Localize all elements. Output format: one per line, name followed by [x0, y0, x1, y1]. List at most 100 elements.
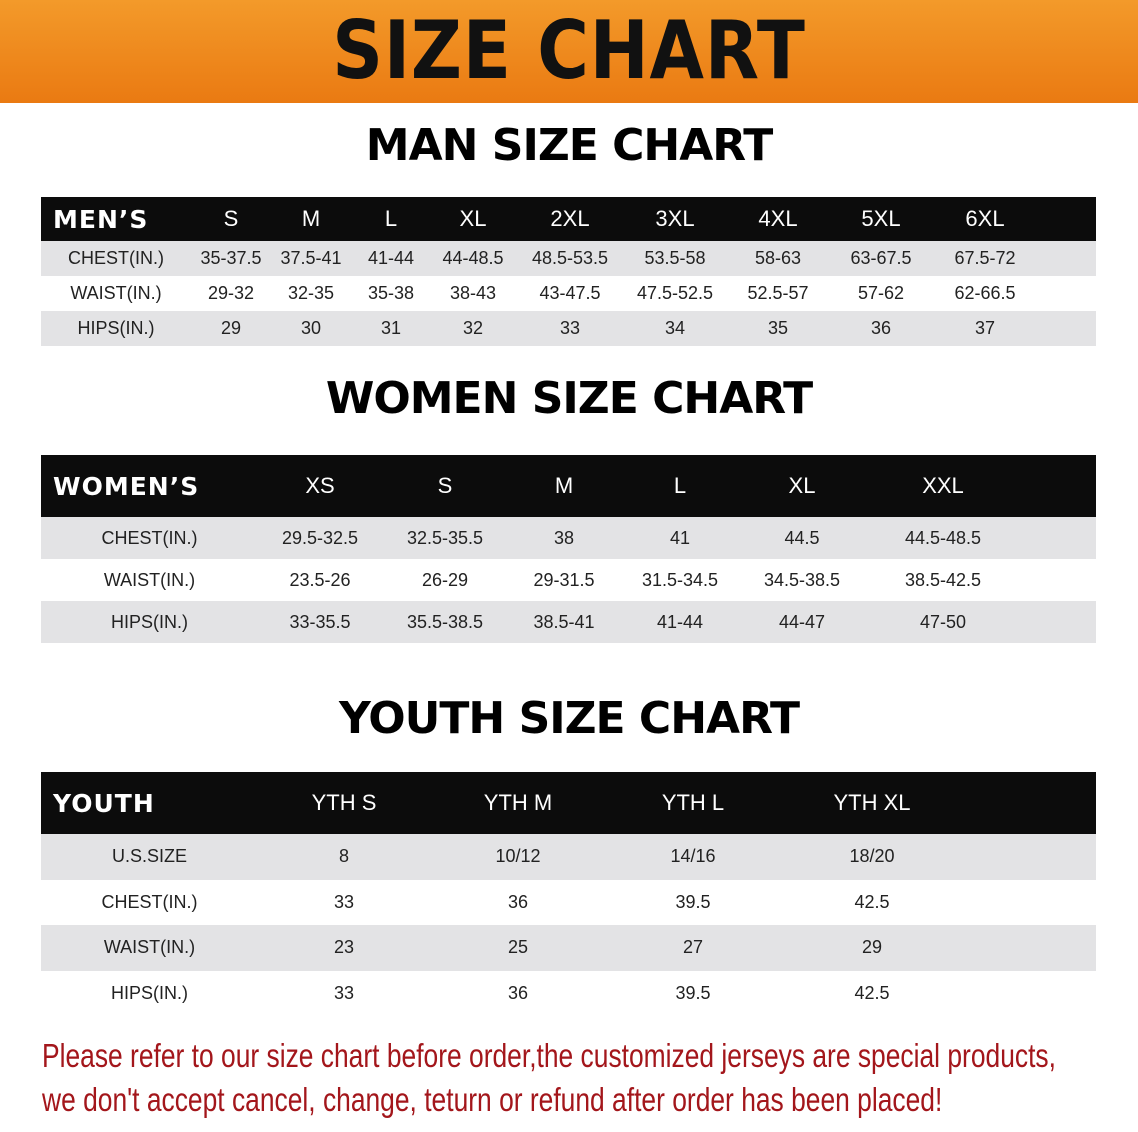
women-header-row: WOMEN’S XS S M L XL XXL	[41, 455, 1096, 517]
table-cell: 34	[664, 318, 686, 338]
table-cell: 42.5	[854, 891, 890, 912]
table-cell: 41	[669, 527, 691, 548]
table-cell: 41-44	[367, 248, 415, 268]
table-cell: 25	[507, 937, 529, 958]
men-section-title: MAN SIZE CHART	[365, 120, 773, 171]
size-header-cell: 4XL	[758, 206, 798, 231]
table-cell: 18/20	[849, 846, 895, 867]
row-label: HIPS(IN.)	[77, 318, 155, 338]
table-cell: 30	[300, 318, 322, 338]
size-header-cell: L	[384, 206, 398, 231]
table-cell: 67.5-72	[954, 248, 1016, 268]
table-row: WAIST(IN.) 23.5-26 26-29 29-31.5 31.5-34.5 34…	[41, 559, 1096, 601]
table-cell: 44-48.5	[442, 248, 504, 268]
table-cell: 47-50	[919, 611, 967, 632]
table-cell: 38.5-42.5	[904, 569, 982, 590]
women-section-title: WOMEN SIZE CHART	[325, 373, 813, 424]
row-label: WAIST(IN.)	[103, 569, 196, 590]
table-cell: 41-44	[656, 611, 704, 632]
row-label: U.S.SIZE	[111, 846, 187, 867]
youth-section-title: YOUTH SIZE CHART	[338, 693, 800, 744]
youth-header-row: YOUTH YTH S YTH M YTH L YTH XL	[41, 772, 1096, 834]
size-header-cell: XL	[788, 473, 816, 498]
table-cell: 53.5-58	[644, 248, 706, 268]
table-cell: 44.5-48.5	[904, 527, 982, 548]
notice-line-2: we don't accept cancel, change, teturn o…	[42, 1081, 943, 1118]
table-cell: 33	[333, 891, 355, 912]
row-label: CHEST(IN.)	[68, 248, 164, 268]
row-label: WAIST(IN.)	[70, 283, 162, 303]
table-cell: 37	[974, 318, 996, 338]
table-cell: 37.5-41	[280, 248, 342, 268]
table-cell: 38.5-41	[533, 611, 595, 632]
row-label: CHEST(IN.)	[101, 891, 198, 912]
men-size-table: MEN’S S M L XL 2XL 3XL 4XL 5XL 6XL CHEST(IN.) 35-37…	[41, 197, 1096, 346]
size-header-cell: 6XL	[965, 206, 1005, 231]
table-row: CHEST(IN.) 33 36 39.5 42.5	[41, 879, 1096, 925]
table-title-cell: YOUTH	[53, 788, 155, 818]
size-header-cell: 5XL	[861, 206, 901, 231]
table-row: U.S.SIZE 8 10/12 14/16 18/20	[41, 834, 1096, 880]
table-cell: 35-37.5	[200, 248, 262, 268]
size-header-cell: YTH M	[483, 790, 553, 815]
row-label: HIPS(IN.)	[110, 611, 188, 632]
table-cell: 14/16	[670, 846, 716, 867]
table-cell: 52.5-57	[747, 283, 809, 303]
table-cell: 43-47.5	[539, 283, 601, 303]
men-header-row: MEN’S S M L XL 2XL 3XL 4XL 5XL 6XL	[41, 197, 1096, 241]
table-cell: 33	[333, 982, 355, 1003]
table-cell: 47.5-52.5	[636, 283, 714, 303]
table-cell: 44-47	[778, 611, 826, 632]
page-title: SIZE CHART	[332, 4, 806, 97]
size-header-cell: L	[673, 473, 687, 498]
table-row: WAIST(IN.) 29-32 32-35 35-38 38-43 43-47.5 47.…	[41, 276, 1096, 311]
table-row: CHEST(IN.) 29.5-32.5 32.5-35.5 38 41 44.5 44.5…	[41, 517, 1096, 559]
table-cell: 34.5-38.5	[763, 569, 841, 590]
size-header-cell: YTH L	[661, 790, 725, 815]
row-label: HIPS(IN.)	[110, 982, 188, 1003]
table-cell: 29-32	[207, 283, 255, 303]
table-cell: 32-35	[287, 283, 335, 303]
table-cell: 29	[220, 318, 242, 338]
table-cell: 36	[507, 982, 529, 1003]
table-cell: 42.5	[854, 982, 890, 1003]
table-cell: 33	[559, 318, 581, 338]
table-cell: 33-35.5	[289, 611, 351, 632]
table-cell: 36	[870, 318, 892, 338]
size-header-cell: 2XL	[550, 206, 590, 231]
table-cell: 32	[462, 318, 484, 338]
table-cell: 39.5	[675, 982, 711, 1003]
youth-size-table: YOUTH YTH S YTH M YTH L YTH XL U.S.SIZE 8 10/12…	[41, 772, 1096, 1016]
table-cell: 29	[861, 937, 883, 958]
table-row: HIPS(IN.) 29 30 31 32 33 34 35 36 37	[41, 311, 1096, 346]
size-header-cell: M	[301, 206, 321, 231]
size-header-cell: S	[223, 206, 239, 231]
table-cell: 39.5	[675, 891, 711, 912]
table-cell: 32.5-35.5	[406, 527, 484, 548]
table-cell: 58-63	[754, 248, 802, 268]
table-cell: 35-38	[367, 283, 415, 303]
row-label: WAIST(IN.)	[103, 937, 196, 958]
title-banner: SIZE CHART	[0, 0, 1138, 103]
table-cell: 26-29	[421, 569, 469, 590]
size-header-cell: S	[437, 473, 453, 498]
table-cell: 31.5-34.5	[641, 569, 719, 590]
size-header-cell: 3XL	[655, 206, 695, 231]
table-cell: 63-67.5	[850, 248, 912, 268]
table-cell: 36	[507, 891, 529, 912]
table-cell: 31	[380, 318, 402, 338]
row-label: CHEST(IN.)	[101, 527, 198, 548]
table-cell: 29.5-32.5	[281, 527, 359, 548]
table-cell: 10/12	[495, 846, 541, 867]
size-header-cell: XXL	[922, 473, 964, 498]
table-cell: 35.5-38.5	[406, 611, 484, 632]
table-cell: 29-31.5	[533, 569, 595, 590]
table-title-cell: MEN’S	[53, 204, 149, 234]
table-cell: 27	[682, 937, 704, 958]
table-cell: 62-66.5	[954, 283, 1016, 303]
table-cell: 23.5-26	[289, 569, 351, 590]
size-header-cell: YTH S	[311, 790, 377, 815]
women-size-table: WOMEN’S XS S M L XL XXL CHEST(IN.) 29.5-32.5 32.5…	[41, 455, 1096, 643]
table-row: CHEST(IN.) 35-37.5 37.5-41 41-44 44-48.5 48.5…	[41, 241, 1096, 276]
table-cell: 35	[767, 318, 789, 338]
